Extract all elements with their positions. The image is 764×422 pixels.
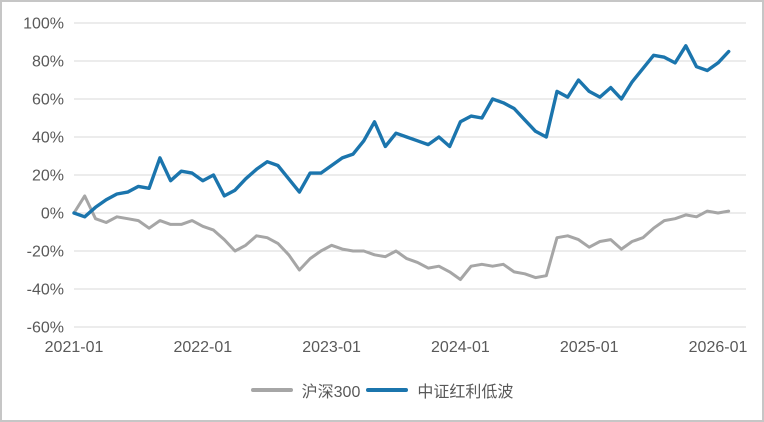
y-axis-label: 80% — [32, 54, 64, 71]
y-axis-label: -60% — [27, 320, 64, 337]
y-axis-label: 40% — [32, 130, 64, 147]
x-axis-label: 2021-01 — [45, 339, 104, 356]
legend-item-hs300: 沪深300 — [250, 378, 361, 402]
x-axis-label: 2026-01 — [689, 339, 748, 356]
legend-line-hongli-dibo — [366, 388, 409, 392]
y-axis-label: 0% — [41, 206, 64, 223]
x-axis-label: 2024-01 — [431, 339, 490, 356]
y-axis-label: 100% — [23, 16, 64, 33]
y-axis-label: -40% — [27, 282, 64, 299]
x-axis-label: 2023-01 — [302, 339, 361, 356]
legend-label-hongli-dibo: 中证红利低波 — [417, 384, 514, 401]
series-line-zz-hongli-dibo — [72, 44, 731, 219]
legend-item-hongli-dibo: 中证红利低波 — [366, 378, 513, 402]
legend-line-hs300 — [250, 388, 293, 392]
series-line-hs300 — [72, 194, 731, 281]
x-axis-label: 2025-01 — [560, 339, 619, 356]
y-axis-label: 60% — [32, 92, 64, 109]
legend: 沪深300 中证红利低波 — [2, 378, 762, 402]
x-axis-label: 2022-01 — [173, 339, 232, 356]
y-axis-label: -20% — [27, 244, 64, 261]
legend-label-hs300: 沪深300 — [301, 384, 361, 401]
y-axis-label: 20% — [32, 168, 64, 185]
